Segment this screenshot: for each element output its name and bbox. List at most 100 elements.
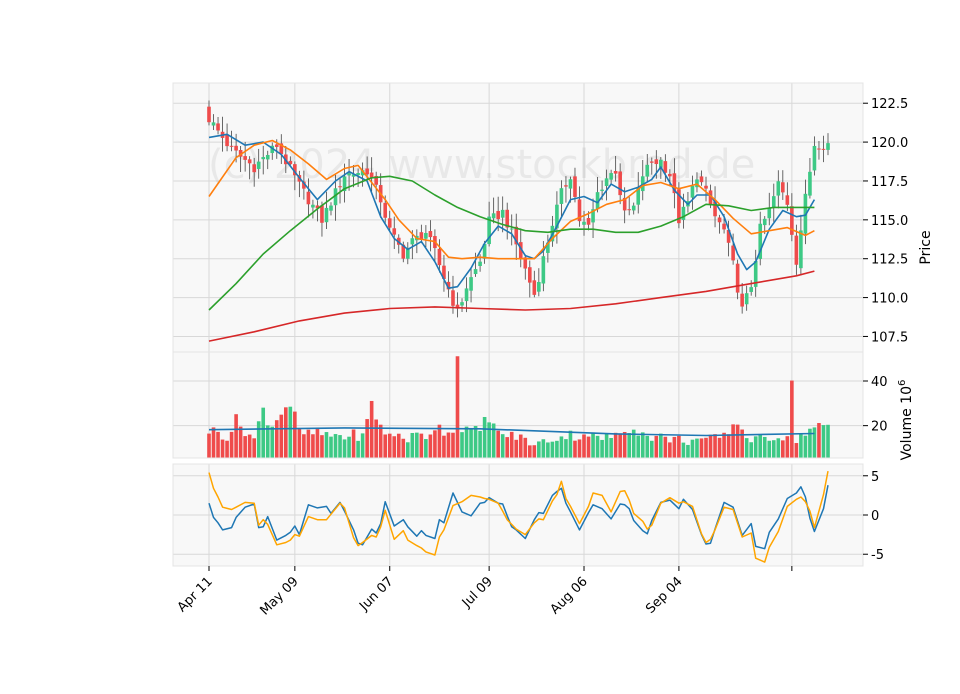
x-tick-label: Jun 07: [356, 574, 396, 614]
volume-bar: [663, 436, 668, 458]
volume-bar: [753, 436, 758, 458]
candle-body: [419, 232, 424, 240]
candle-body: [329, 205, 333, 211]
volume-bar: [464, 426, 469, 458]
candle-body: [274, 144, 279, 147]
x-tick-label: Jul 09: [459, 574, 496, 611]
volume-bar: [207, 433, 211, 458]
volume-bar: [342, 439, 347, 458]
price-tick-label: 115.0: [871, 214, 908, 229]
candle-body: [708, 190, 713, 205]
candle-body: [740, 293, 744, 307]
volume-bar: [622, 431, 627, 458]
volume-bar: [595, 435, 600, 458]
volume-bar: [717, 437, 722, 458]
candle-body: [627, 209, 632, 211]
candle-body: [767, 207, 772, 219]
candle-body: [564, 185, 568, 187]
volume-bar: [455, 356, 460, 458]
volume-bar: [442, 435, 446, 458]
candle-body: [527, 267, 532, 283]
candle-body: [442, 265, 446, 279]
candle-body: [302, 181, 306, 189]
volume-bar: [631, 429, 636, 458]
volume-bar: [546, 442, 550, 458]
candle-body: [785, 195, 790, 205]
candle-body: [500, 209, 505, 218]
candle-body: [460, 302, 464, 306]
volume-bar: [333, 434, 338, 458]
volume-bar: [537, 441, 541, 458]
moving-average-line-2: [208, 139, 815, 260]
volume-bar: [771, 440, 776, 458]
volume-bar: [351, 429, 356, 458]
volume-bar: [722, 432, 726, 458]
candle-body: [808, 171, 812, 196]
volume-bar: [527, 445, 532, 458]
candle-body: [794, 235, 799, 265]
candle-body: [288, 160, 293, 165]
candle-body: [762, 218, 767, 226]
volume-bar: [518, 434, 523, 458]
candle-body: [758, 223, 763, 259]
candle-body: [659, 159, 663, 168]
volume-bar: [726, 434, 731, 458]
volume-bar: [672, 436, 677, 458]
candle-body: [514, 226, 519, 245]
candle-body: [631, 205, 636, 211]
gridlines: [173, 83, 863, 566]
candle-body: [360, 170, 365, 176]
volume-bar: [225, 440, 229, 458]
candle-body: [518, 242, 523, 259]
volume-bar: [365, 419, 369, 458]
volume-bar: [460, 432, 464, 458]
candle-body: [591, 209, 595, 223]
volume-bar: [654, 435, 659, 458]
candle-body: [649, 161, 654, 163]
price-tick-label: 107.5: [871, 330, 908, 345]
candle-body: [600, 189, 604, 191]
volume-bar: [826, 424, 830, 458]
oscillator-line-1: [208, 485, 829, 550]
price-panel-bg: [173, 83, 863, 352]
volume-bars: [207, 356, 830, 458]
volume-bar: [320, 435, 324, 458]
volume-bar: [297, 428, 302, 458]
volume-bar: [270, 426, 275, 458]
volume-bar: [817, 423, 821, 458]
volume-bar: [509, 431, 514, 458]
volume-bar: [369, 400, 374, 458]
volume-bar: [428, 434, 433, 458]
candle-body: [392, 228, 397, 235]
volume-bar: [681, 442, 686, 458]
candle-body: [428, 231, 433, 238]
volume-bar: [306, 429, 311, 458]
candle-body: [324, 207, 329, 223]
candle-body: [216, 123, 220, 131]
price-tick-label: 122.5: [871, 97, 908, 112]
candle-body: [487, 216, 491, 245]
candle-body: [668, 173, 672, 177]
volume-bar: [356, 440, 360, 458]
oscillator-line-2: [208, 470, 829, 563]
volume-bar: [636, 435, 641, 458]
volume-bar: [790, 380, 794, 458]
volume-bar: [243, 436, 247, 458]
volume-bar: [396, 433, 401, 458]
volume-bar: [713, 434, 717, 458]
volume-bar: [541, 439, 546, 458]
volume-bar: [699, 438, 704, 458]
candle-body: [523, 257, 528, 269]
volume-bar: [645, 435, 650, 458]
volume-bar: [577, 439, 582, 458]
volume-bar: [627, 433, 632, 458]
indicator-lines: [208, 133, 829, 563]
volume-bar: [591, 432, 595, 458]
candle-body: [537, 281, 541, 292]
volume-bar: [573, 440, 577, 458]
volume-bar: [695, 438, 699, 458]
candle-body: [582, 221, 586, 225]
candle-body: [704, 185, 708, 189]
